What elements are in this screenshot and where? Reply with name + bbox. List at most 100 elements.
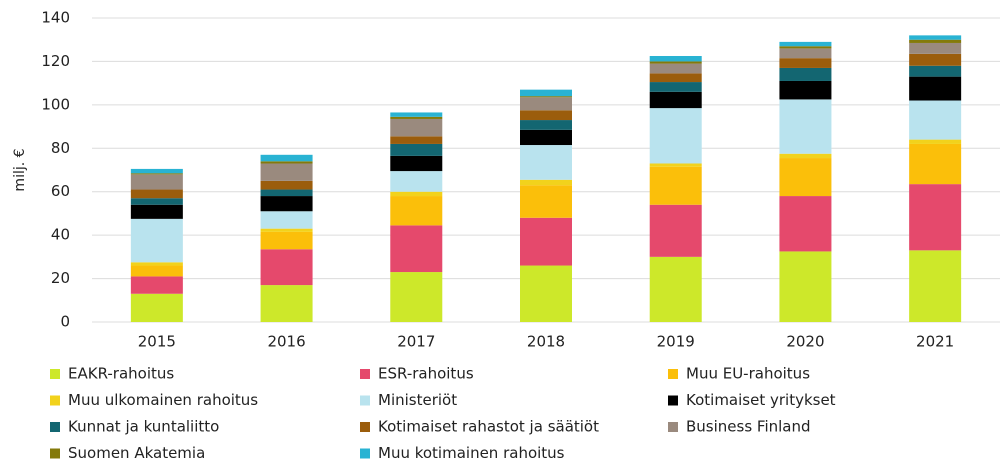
- bar-segment: [779, 196, 832, 252]
- y-axis-label: milj. €: [12, 148, 28, 191]
- legend-swatch: [360, 395, 370, 406]
- bar-segment: [909, 184, 962, 251]
- legend-swatch: [668, 422, 678, 432]
- x-tick-label: 2021: [916, 333, 954, 351]
- legend-label: Muu kotimainen rahoitus: [378, 444, 565, 461]
- y-tick-label: 60: [51, 182, 70, 200]
- bar-segment: [130, 262, 183, 266]
- legend-swatch: [668, 369, 678, 379]
- bar-segment: [520, 179, 572, 186]
- legend-label: Business Finland: [686, 418, 811, 436]
- bar-segment: [649, 61, 702, 64]
- bar-segment: [130, 293, 183, 322]
- bar-segment: [649, 163, 702, 167]
- bar-segment: [649, 73, 702, 83]
- legend-label: Kotimaiset yritykset: [686, 391, 836, 409]
- bar-segment: [779, 67, 832, 81]
- bar-segment: [260, 228, 313, 232]
- bar-segment: [130, 218, 183, 263]
- bar-segment: [909, 139, 962, 144]
- legend-label: Kunnat ja kuntaliitto: [68, 418, 219, 436]
- bar-segment: [260, 189, 313, 197]
- bar-segment: [649, 56, 702, 62]
- legend-swatch: [360, 422, 370, 432]
- bar-segment: [779, 80, 832, 100]
- bar-segment: [260, 154, 313, 162]
- bar-segment: [520, 265, 572, 322]
- bar-segment: [130, 276, 183, 294]
- legend-swatch: [50, 422, 60, 432]
- bar-segment: [260, 163, 313, 181]
- x-tick-label: 2019: [657, 333, 695, 351]
- bar-segment: [649, 82, 702, 92]
- bar-segment: [130, 265, 183, 277]
- bar-segment: [520, 89, 572, 97]
- bar-segment: [390, 272, 443, 322]
- legend-label: Kotimaiset rahastot ja säätiöt: [378, 418, 599, 436]
- bar-segment: [260, 249, 313, 286]
- bar-segment: [260, 231, 313, 250]
- bar-segment: [260, 196, 313, 212]
- bar-segment: [260, 180, 313, 190]
- bar-segment: [390, 118, 443, 137]
- bar-segment: [390, 225, 443, 273]
- bar-segment: [390, 116, 443, 119]
- bar-segment: [909, 65, 962, 77]
- bar-segment: [649, 166, 702, 205]
- bar-segment: [520, 120, 572, 130]
- legend-label: ESR-rahoitus: [378, 365, 474, 383]
- legend-label: Muu ulkomainen rahoitus: [68, 391, 258, 409]
- bar-segment: [130, 173, 183, 175]
- bar-segment: [520, 97, 572, 111]
- bar-segment: [130, 189, 183, 199]
- bar-segment: [130, 198, 183, 205]
- legend-swatch: [360, 369, 370, 379]
- bar-segment: [909, 100, 962, 140]
- legend-swatch: [360, 448, 370, 459]
- bar-segment: [649, 91, 702, 109]
- bar-segment: [390, 191, 443, 197]
- bar-segment: [130, 204, 183, 219]
- bar-segment: [260, 285, 313, 322]
- legend-swatch: [50, 369, 60, 379]
- bar-segment: [520, 185, 572, 218]
- bar-segment: [520, 145, 572, 180]
- bar-segment: [260, 211, 313, 229]
- bar-segment: [909, 42, 962, 54]
- x-tick-label: 2015: [138, 333, 176, 351]
- legend-swatch: [50, 448, 60, 459]
- bar-segment: [779, 153, 832, 159]
- bar-segment: [390, 155, 443, 172]
- bar-segment: [390, 143, 443, 156]
- bar-segment: [909, 143, 962, 185]
- x-tick-label: 2016: [267, 333, 305, 351]
- bar-segment: [649, 63, 702, 74]
- bar-segment: [779, 251, 832, 322]
- y-tick-label: 40: [51, 226, 70, 244]
- bar-segment: [649, 204, 702, 257]
- bar-segment: [130, 168, 183, 174]
- legend-label: Muu EU-rahoitus: [686, 365, 810, 383]
- bar-segment: [520, 96, 572, 98]
- y-tick-label: 20: [51, 269, 70, 287]
- bar-segment: [779, 158, 832, 197]
- bar-segment: [520, 129, 572, 146]
- y-tick-label: 100: [41, 95, 70, 113]
- bar-segment: [779, 99, 832, 154]
- bar-segment: [779, 46, 832, 49]
- legend-label: EAKR-rahoitus: [68, 365, 174, 383]
- bar-segment: [390, 136, 443, 144]
- y-tick-label: 120: [41, 52, 70, 70]
- x-tick-label: 2018: [527, 333, 565, 351]
- bar-segment: [909, 76, 962, 101]
- bar-segment: [909, 250, 962, 322]
- bar-segment: [779, 48, 832, 59]
- legend-swatch: [50, 395, 60, 406]
- bar-segment: [390, 171, 443, 192]
- bar-segment: [779, 41, 832, 47]
- bar-segment: [649, 256, 702, 322]
- legend-label: Ministeriöt: [378, 391, 457, 409]
- bar-segment: [130, 174, 183, 190]
- y-tick-label: 80: [51, 139, 70, 157]
